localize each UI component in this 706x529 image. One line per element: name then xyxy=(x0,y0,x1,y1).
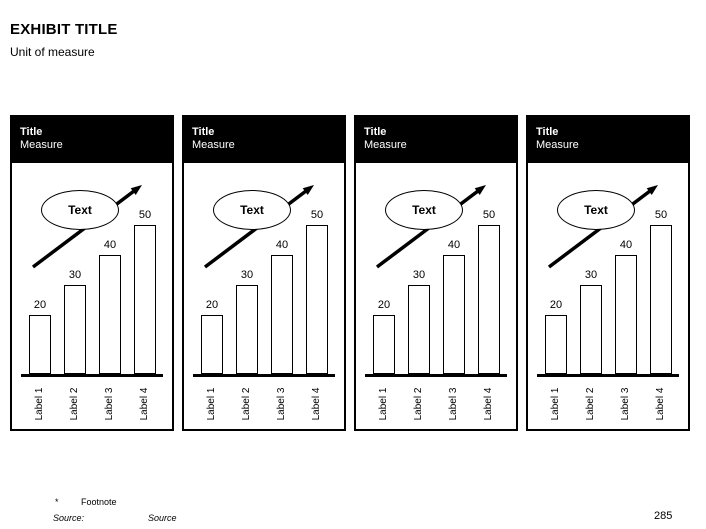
bar xyxy=(615,255,637,374)
panel-measure: Measure xyxy=(192,139,235,151)
bar xyxy=(408,285,430,374)
bar-chart: Text 20 Label 1 30 Label 2 40 Label 3 50 Label … xyxy=(528,163,688,429)
footnote-marker: * xyxy=(55,497,59,507)
bar-value-label: 30 xyxy=(68,269,82,281)
bar-value-label: 30 xyxy=(240,269,254,281)
bar-value-label: 50 xyxy=(482,209,496,221)
bar-value-label: 40 xyxy=(275,239,289,251)
exhibit-title: EXHIBIT TITLE xyxy=(10,21,118,38)
bar-value-label: 30 xyxy=(412,269,426,281)
chart-box: Text 20 Label 1 30 Label 2 40 Label 3 50 Label … xyxy=(354,161,518,431)
callout-ellipse: Text xyxy=(41,190,119,230)
panel-header: Title Measure xyxy=(10,115,174,161)
bar xyxy=(478,225,500,374)
bar xyxy=(64,285,86,374)
bar-value-label: 20 xyxy=(549,299,563,311)
unit-of-measure: Unit of measure xyxy=(10,45,95,59)
panel-title: Title xyxy=(536,126,559,138)
bar-value-label: 30 xyxy=(584,269,598,281)
bar-value-label: 50 xyxy=(138,209,152,221)
callout-text: Text xyxy=(412,203,436,217)
bar-chart: Text 20 Label 1 30 Label 2 40 Label 3 50 Label … xyxy=(356,163,516,429)
panel-measure: Measure xyxy=(20,139,63,151)
panel-title: Title xyxy=(192,126,215,138)
page-number: 285 xyxy=(654,510,673,522)
callout-text: Text xyxy=(584,203,608,217)
callout-text: Text xyxy=(240,203,264,217)
bar-value-label: 20 xyxy=(33,299,47,311)
callout-ellipse: Text xyxy=(385,190,463,230)
panel-header: Title Measure xyxy=(182,115,346,161)
bar xyxy=(99,255,121,374)
bar xyxy=(580,285,602,374)
bar xyxy=(134,225,156,374)
footnote-text: Footnote xyxy=(81,497,117,507)
bar-value-label: 50 xyxy=(310,209,324,221)
bar xyxy=(306,225,328,374)
bar xyxy=(373,315,395,374)
bar xyxy=(271,255,293,374)
bar-value-label: 40 xyxy=(103,239,117,251)
source-value: Source xyxy=(148,513,177,523)
panel-header: Title Measure xyxy=(526,115,690,161)
bar-value-label: 40 xyxy=(619,239,633,251)
bar-chart: Text 20 Label 1 30 Label 2 40 Label 3 50 Label … xyxy=(12,163,172,429)
bar xyxy=(545,315,567,374)
callout-text: Text xyxy=(68,203,92,217)
x-axis-line xyxy=(21,374,163,377)
bar xyxy=(201,315,223,374)
chart-box: Text 20 Label 1 30 Label 2 40 Label 3 50 Label … xyxy=(526,161,690,431)
x-axis-line xyxy=(537,374,679,377)
chart-panel-2: Title Measure Text 20 Label 1 30 Label 2 40 L… xyxy=(182,115,346,431)
panel-header: Title Measure xyxy=(354,115,518,161)
bar-value-label: 20 xyxy=(205,299,219,311)
bar-value-label: 40 xyxy=(447,239,461,251)
panel-measure: Measure xyxy=(364,139,407,151)
x-axis-line xyxy=(193,374,335,377)
chart-panel-4: Title Measure Text 20 Label 1 30 Label 2 40 L… xyxy=(526,115,690,431)
bar-chart: Text 20 Label 1 30 Label 2 40 Label 3 50 Label … xyxy=(184,163,344,429)
bar xyxy=(236,285,258,374)
panel-title: Title xyxy=(364,126,387,138)
chart-panel-3: Title Measure Text 20 Label 1 30 Label 2 40 L… xyxy=(354,115,518,431)
chart-panel-1: Title Measure Text 20 Label 1 30 Label 2 40 L… xyxy=(10,115,174,431)
panel-measure: Measure xyxy=(536,139,579,151)
chart-box: Text 20 Label 1 30 Label 2 40 Label 3 50 Label … xyxy=(10,161,174,431)
callout-ellipse: Text xyxy=(557,190,635,230)
panel-title: Title xyxy=(20,126,43,138)
x-axis-line xyxy=(365,374,507,377)
bar-value-label: 50 xyxy=(654,209,668,221)
bar-value-label: 20 xyxy=(377,299,391,311)
bar xyxy=(443,255,465,374)
bar xyxy=(29,315,51,374)
bar xyxy=(650,225,672,374)
source-label: Source: xyxy=(53,513,85,523)
chart-box: Text 20 Label 1 30 Label 2 40 Label 3 50 Label … xyxy=(182,161,346,431)
callout-ellipse: Text xyxy=(213,190,291,230)
